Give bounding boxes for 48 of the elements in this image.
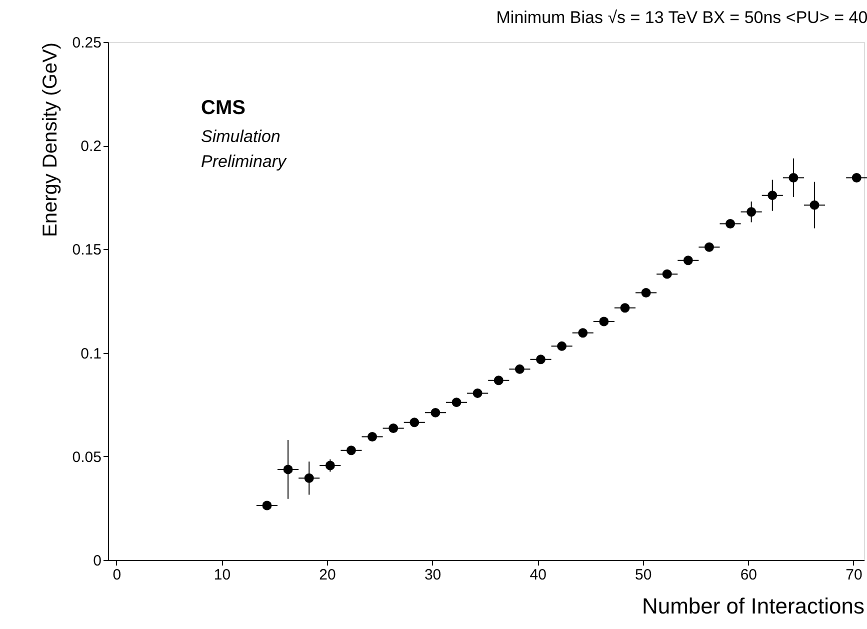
point	[514, 364, 524, 374]
point	[683, 256, 693, 266]
point	[726, 218, 736, 228]
point	[452, 398, 462, 408]
x-tick-label: 60	[740, 566, 758, 584]
point	[388, 423, 398, 433]
point	[620, 303, 630, 313]
x-tick-label: 40	[530, 566, 546, 584]
point	[325, 460, 335, 470]
point	[557, 341, 567, 351]
x-tick-label: 0	[112, 566, 122, 584]
x-tick-label: 70	[846, 566, 862, 584]
y-tick-label: 0.15	[72, 242, 102, 259]
annotation: Simulation	[201, 127, 280, 146]
y-tick-label: 0	[93, 552, 102, 570]
y-tick-label: 0.2	[80, 138, 102, 156]
annotation: Preliminary	[201, 152, 288, 171]
x-tick-label: 20	[319, 566, 336, 584]
y-tick-label: 0.25	[72, 34, 102, 52]
point	[810, 200, 820, 210]
point	[536, 354, 546, 364]
x-tick-label: 30	[424, 566, 442, 584]
point	[768, 190, 778, 200]
point	[346, 446, 356, 456]
point	[304, 473, 314, 483]
x-tick-label: 50	[635, 566, 652, 584]
x-tick-label: 10	[214, 566, 231, 584]
point	[410, 418, 420, 428]
point	[430, 408, 440, 418]
point	[788, 172, 798, 182]
annotation: CMS	[201, 97, 246, 119]
point	[578, 328, 588, 338]
y-tick-label: 0.1	[80, 345, 102, 362]
point	[368, 432, 378, 442]
point	[662, 269, 672, 279]
point	[494, 376, 504, 386]
x-axis-title: Number of Interactions	[642, 594, 864, 618]
point	[852, 172, 862, 182]
chart-title: Minimum Bias √s = 13 TeV BX = 50ns <PU> = 40	[496, 8, 867, 27]
point	[746, 207, 756, 217]
point	[704, 242, 714, 252]
y-tick-label: 0.05	[72, 448, 102, 466]
y-axis-title: Energy Density (GeV)	[39, 42, 62, 238]
point	[472, 388, 482, 398]
point	[283, 464, 293, 474]
point	[599, 316, 609, 326]
point	[641, 288, 651, 298]
point	[262, 500, 272, 510]
